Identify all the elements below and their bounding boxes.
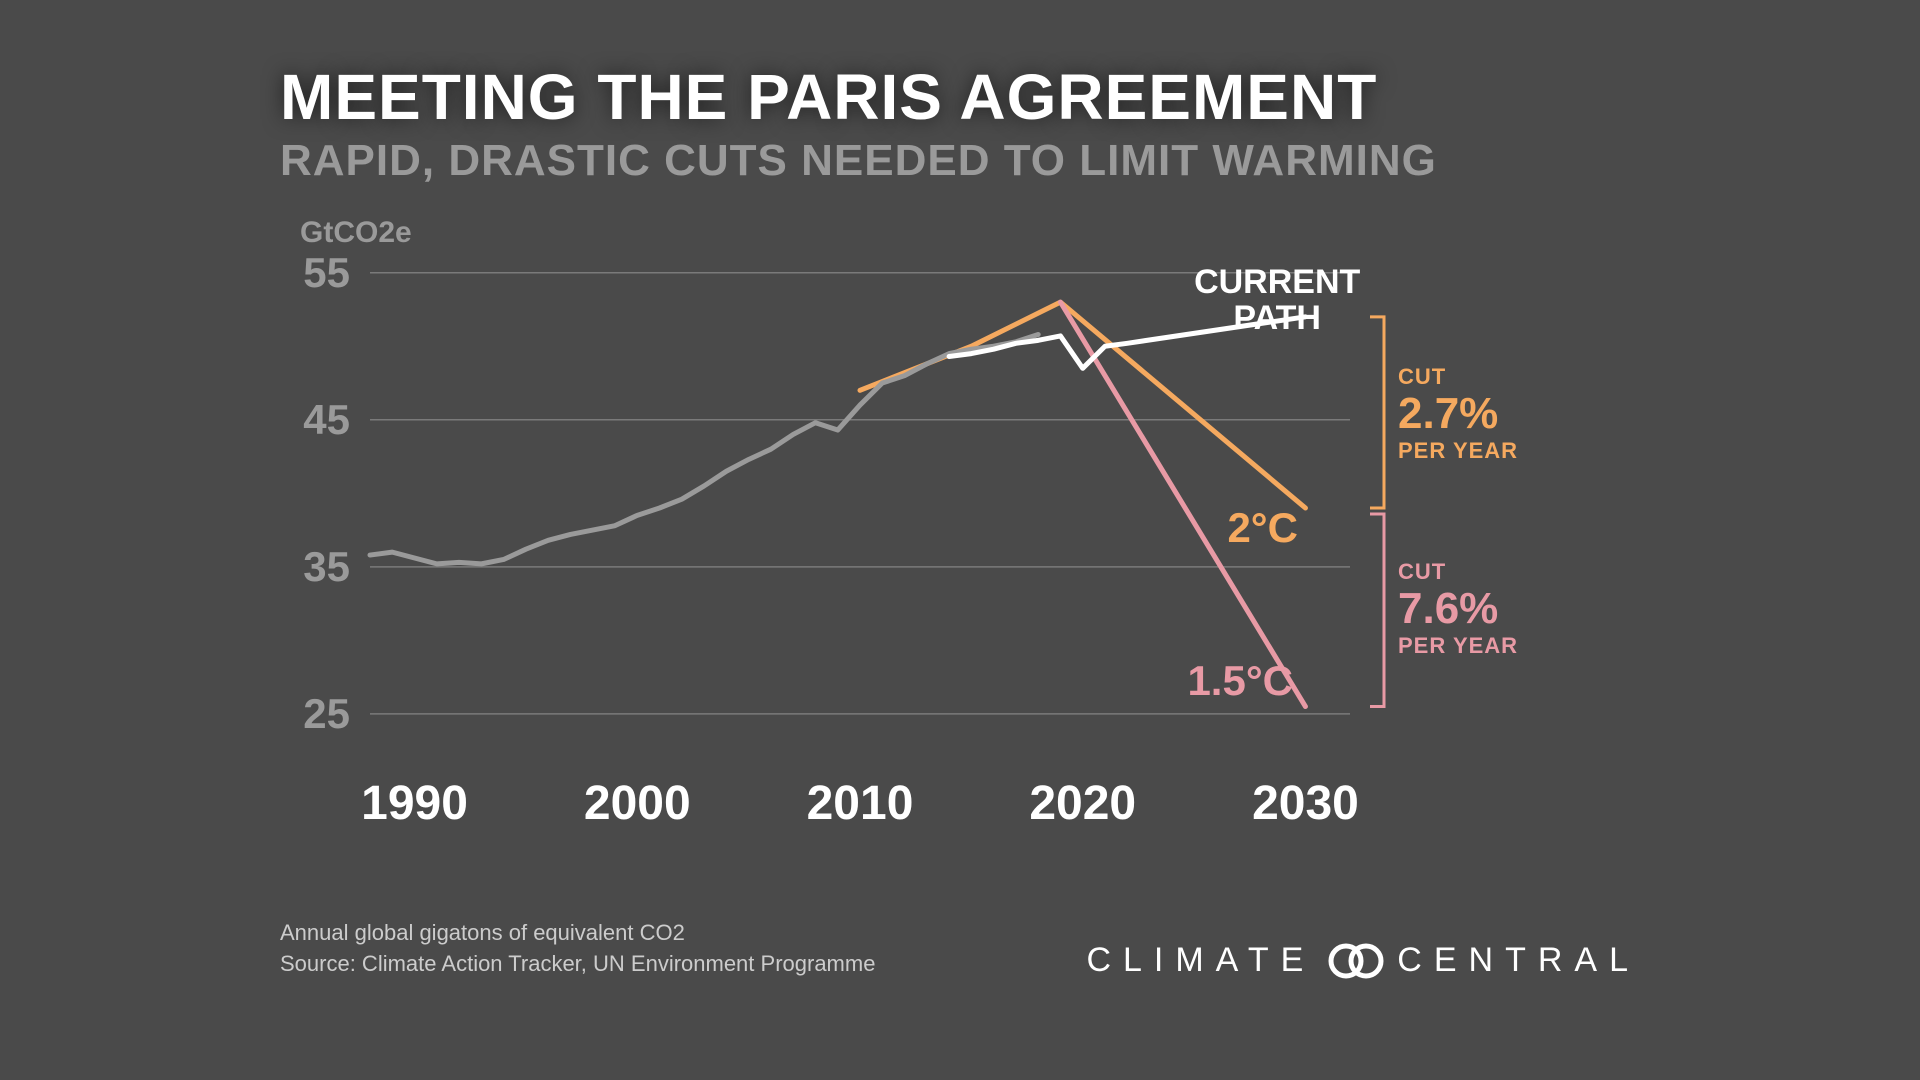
current-path-label: CURRENTPATH (1194, 265, 1360, 336)
x-tick-label: 2000 (584, 776, 691, 831)
line-chart (280, 258, 1580, 818)
x-tick-label: 2010 (807, 776, 914, 831)
x-tick-label: 1990 (361, 776, 468, 831)
cut-two-c: CUT2.7%PER YEAR (1398, 364, 1518, 464)
y-tick-label: 45 (280, 396, 350, 444)
x-tick-label: 2020 (1029, 776, 1136, 831)
page-title: MEETING THE PARIS AGREEMENT (280, 60, 1680, 134)
cut-one-five-c: CUT7.6%PER YEAR (1398, 559, 1518, 659)
brand-word-right: CENTRAL (1397, 941, 1640, 980)
brand-logo-text: CLIMATE CENTRAL (1086, 941, 1640, 980)
y-tick-label: 55 (280, 249, 350, 297)
brand-icon (1327, 942, 1385, 980)
two-c-label: 2°C (1227, 504, 1298, 552)
footer-line-1: Annual global gigatons of equivalent CO2 (280, 918, 875, 949)
footer-source: Annual global gigatons of equivalent CO2… (280, 918, 875, 980)
y-tick-label: 35 (280, 543, 350, 591)
footer-line-2: Source: Climate Action Tracker, UN Envir… (280, 949, 875, 980)
chart-area: 2535455519902000201020202030CURRENTPATH2… (280, 258, 1580, 798)
y-axis-label: GtCO2e (300, 216, 1680, 250)
y-tick-label: 25 (280, 690, 350, 738)
x-tick-label: 2030 (1252, 776, 1359, 831)
one-five-c-label: 1.5°C (1187, 657, 1293, 705)
brand-word-left: CLIMATE (1086, 941, 1315, 980)
page-subtitle: RAPID, DRASTIC CUTS NEEDED TO LIMIT WARM… (280, 136, 1680, 186)
